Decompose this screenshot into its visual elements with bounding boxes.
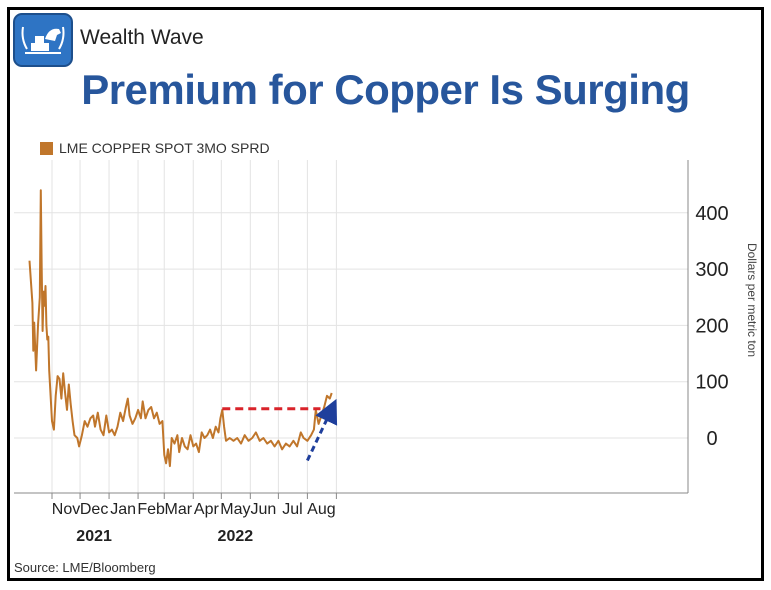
y-axis-title: Dollars per metric ton — [745, 243, 759, 357]
x-tick-label: Dec — [80, 501, 108, 518]
y-tick-label: 100 — [695, 372, 728, 394]
series-line-lme-copper — [28, 189, 333, 468]
year-label: 2022 — [218, 528, 254, 545]
legend-swatch — [40, 141, 53, 155]
x-tick-label: Jan — [110, 501, 136, 518]
legend: LME COPPER SPOT 3MO SPRD — [40, 140, 270, 156]
y-tick-label: 200 — [695, 315, 728, 337]
chart-frame — [7, 7, 764, 581]
y-tick-label: 0 — [706, 428, 717, 450]
year-label: 2021 — [76, 528, 112, 545]
x-tick-label: Jul — [282, 501, 302, 518]
x-tick-label: Aug — [307, 501, 335, 518]
brand-name: Wealth Wave — [80, 26, 204, 49]
x-tick-label: Feb — [137, 501, 165, 518]
legend-label: LME COPPER SPOT 3MO SPRD — [59, 140, 270, 156]
bull-and-bars-logo — [13, 13, 73, 67]
y-tick-label: 400 — [695, 203, 728, 225]
x-tick-label: May — [220, 501, 250, 518]
chart-title: Premium for Copper Is Surging — [81, 66, 690, 113]
x-tick-label: Mar — [165, 501, 193, 518]
x-tick-label: Jun — [251, 501, 277, 518]
source-note: Source: LME/Bloomberg — [14, 560, 156, 575]
x-tick-label: Apr — [194, 501, 220, 518]
y-tick-label: 300 — [695, 259, 728, 281]
x-tick-label: Nov — [52, 501, 80, 518]
